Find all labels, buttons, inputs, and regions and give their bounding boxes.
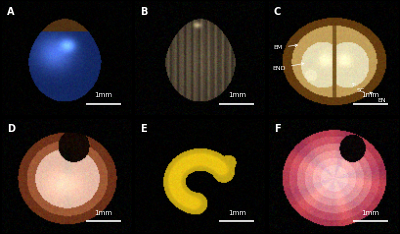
Text: B: B bbox=[140, 7, 148, 17]
Text: A: A bbox=[7, 7, 15, 17]
Text: END: END bbox=[272, 63, 304, 71]
Text: 1mm: 1mm bbox=[228, 92, 246, 98]
Text: EN: EN bbox=[370, 92, 386, 102]
Text: EM: EM bbox=[274, 44, 298, 50]
Text: 1mm: 1mm bbox=[361, 210, 379, 216]
Text: 1mm: 1mm bbox=[94, 92, 112, 98]
Text: 1mm: 1mm bbox=[361, 92, 379, 98]
Text: SC: SC bbox=[353, 84, 365, 93]
Text: D: D bbox=[7, 124, 15, 134]
Text: 1mm: 1mm bbox=[228, 210, 246, 216]
Text: E: E bbox=[140, 124, 147, 134]
Text: 1mm: 1mm bbox=[94, 210, 112, 216]
Text: F: F bbox=[274, 124, 280, 134]
Text: C: C bbox=[274, 7, 281, 17]
